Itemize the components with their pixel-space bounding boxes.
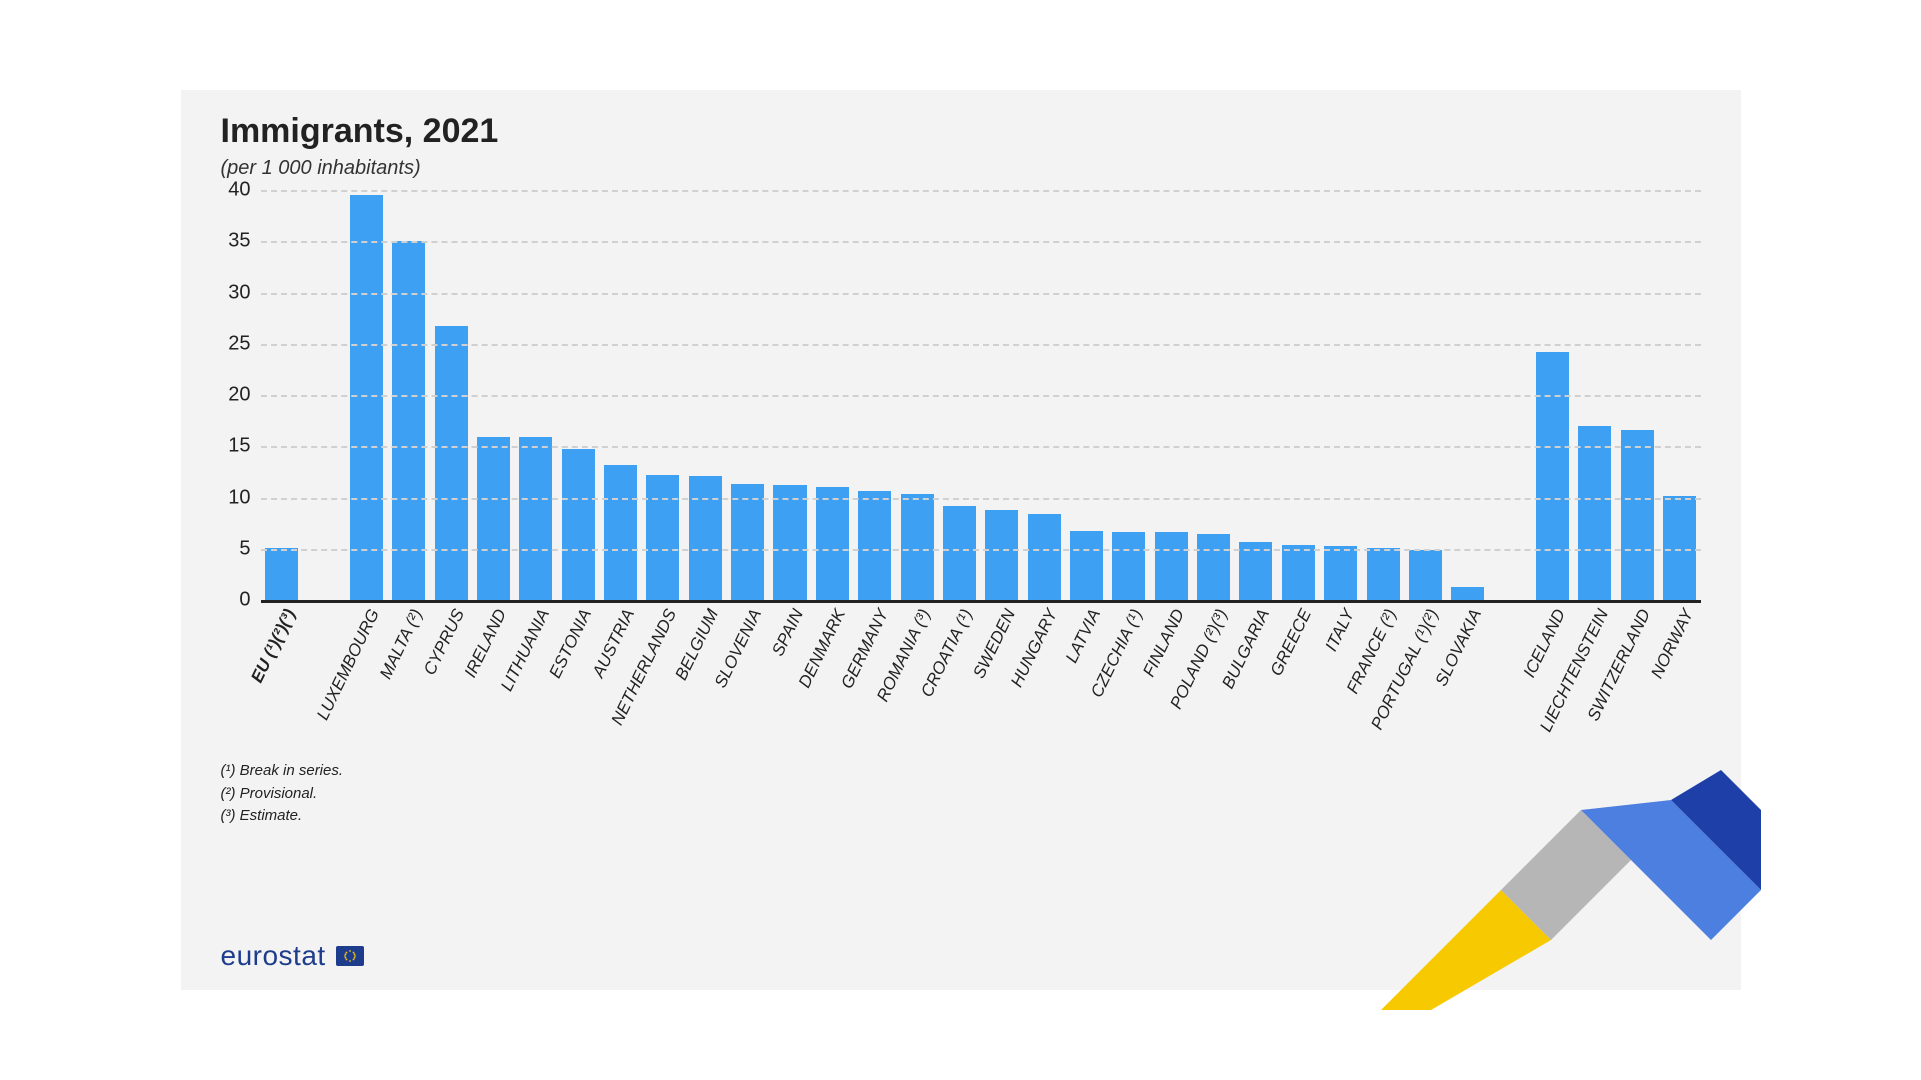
y-tick-label: 35 [228,230,260,253]
gridline [261,293,1701,295]
chart-plot: 0510152025303540 [261,190,1701,600]
gridline [261,446,1701,448]
x-tick-label: EU (¹)(²)(³) [247,606,300,686]
bar [985,510,1018,600]
y-tick-label: 0 [239,589,260,612]
xlabel-slot: NORWAY [1658,600,1700,760]
xlabel-slot: EU (¹)(²)(³) [261,600,303,760]
bar [1536,352,1569,600]
xlabel-slot: HUNGARY [1023,600,1065,760]
bar [350,195,383,600]
bar [435,326,468,600]
gridline [261,190,1701,192]
gridline [261,395,1701,397]
xlabel-slot: LITHUANIA [515,600,557,760]
bar [731,484,764,600]
bar [943,506,976,600]
chart-title: Immigrants, 2021 [221,112,1701,151]
bar [689,476,722,600]
bar [1112,532,1145,600]
bar [562,449,595,600]
xlabel-slot: ESTONIA [557,600,599,760]
bar [1070,531,1103,600]
x-tick-label: LATVIA [1061,606,1104,666]
xlabel-slot: CYPRUS [430,600,472,760]
chart-xlabels: EU (¹)(²)(³)LUXEMBOURGMALTA (²)CYPRUSIRE… [261,600,1701,760]
brand-footer: eurostat [221,940,364,972]
bar [1197,534,1230,600]
xlabel-slot: CZECHIA (¹) [1108,600,1150,760]
bar [901,494,934,600]
x-tick-label: ITALY [1321,606,1358,655]
bar [1324,546,1357,600]
x-tick-label: SPAIN [768,606,808,659]
gridline [261,241,1701,243]
y-tick-label: 25 [228,332,260,355]
bar [519,437,552,600]
y-tick-label: 15 [228,435,260,458]
bar [604,465,637,600]
bar [1578,426,1611,600]
bar [646,475,679,600]
xlabel-slot: SLOVAKIA [1447,600,1489,760]
bar [477,437,510,600]
y-tick-label: 10 [228,486,260,509]
bar [1409,550,1442,600]
gridline [261,549,1701,551]
bar [1621,430,1654,600]
chart-area: 0510152025303540 EU (¹)(²)(³) LUXEMBOURGM… [221,190,1701,760]
gridline [261,498,1701,500]
xlabel-slot: GREECE [1277,600,1319,760]
xlabel-slot: LUXEMBOURG [345,600,387,760]
chart-subtitle: (per 1 000 inhabitants) [221,157,1701,180]
brand-swoosh-icon [1381,770,1761,1010]
brand-name: eurostat [221,940,326,972]
bar [392,241,425,600]
chart-panel: Immigrants, 2021 (per 1 000 inhabitants)… [181,90,1741,990]
xlabel-slot: NETHERLANDS [642,600,684,760]
y-tick-label: 40 [228,179,260,202]
eu-flag-icon [336,946,364,966]
xlabel-slot: MALTA (²) [388,600,430,760]
bar [265,548,298,600]
bar [816,487,849,600]
xlabel-slot: SWITZERLAND [1616,600,1658,760]
bar [1451,587,1484,600]
gridline [261,344,1701,346]
bar [1028,514,1061,600]
bar [858,491,891,600]
xlabel-slot: CROATIA (¹) [938,600,980,760]
y-tick-label: 20 [228,384,260,407]
bar [1155,532,1188,600]
xlabel-slot [1489,600,1531,760]
xlabel-slot: BULGARIA [1235,600,1277,760]
y-tick-label: 30 [228,281,260,304]
xlabel-slot: SLOVENIA [726,600,768,760]
y-tick-label: 5 [239,537,260,560]
bar [1367,548,1400,600]
bar [1282,545,1315,600]
bar [773,485,806,600]
